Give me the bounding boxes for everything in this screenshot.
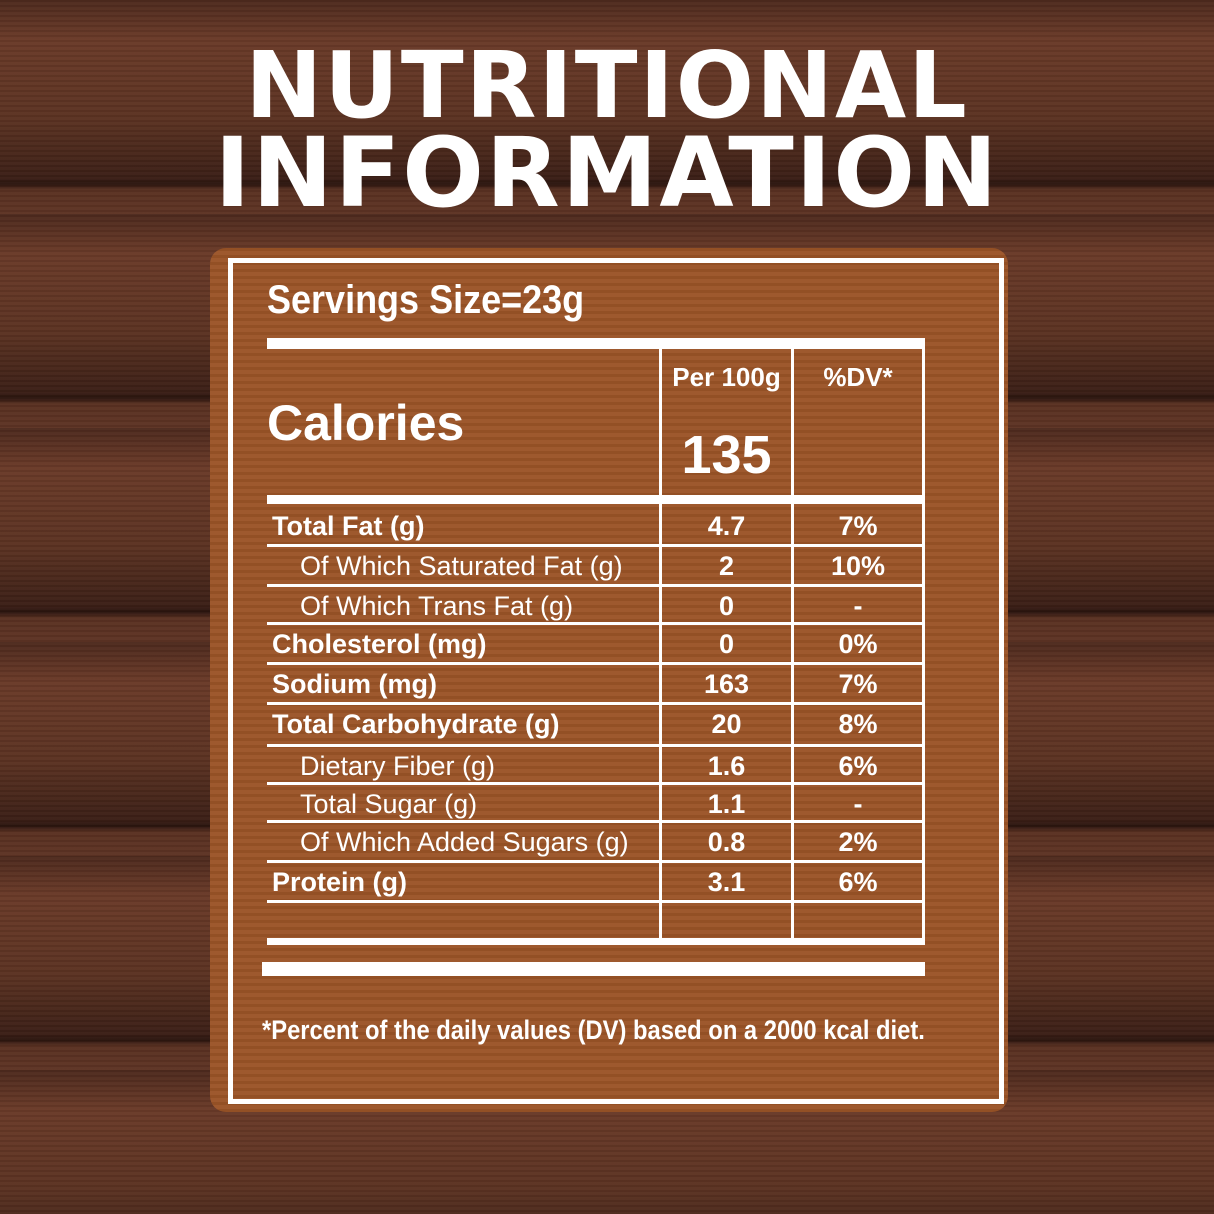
title-line-2: INFORMATION	[214, 117, 1000, 229]
divider	[262, 962, 925, 976]
row-dv: 2%	[838, 827, 878, 857]
row-label: Of Which Trans Fat (g)	[300, 591, 574, 621]
row-divider	[267, 662, 925, 665]
row-divider	[267, 820, 925, 823]
row-dv: 6%	[838, 867, 878, 897]
row-divider	[267, 702, 925, 705]
row-label: Protein (g)	[272, 867, 407, 897]
row-divider	[267, 900, 925, 903]
row-label: Cholesterol (mg)	[272, 629, 487, 659]
row-dv: 7%	[838, 511, 878, 541]
row-label: Sodium (mg)	[272, 669, 437, 699]
row-per-100g: 0.8	[707, 827, 746, 857]
row-divider	[267, 622, 925, 625]
row-divider	[267, 584, 925, 587]
row-divider	[267, 744, 925, 747]
row-dv: 7%	[838, 669, 878, 699]
row-dv: 0%	[838, 629, 878, 659]
row-per-100g: 163	[703, 669, 750, 699]
row-dv: 8%	[838, 709, 878, 739]
row-label: Total Carbohydrate (g)	[272, 709, 560, 739]
row-per-100g: 0	[718, 591, 735, 621]
divider	[267, 938, 925, 945]
row-dv: 6%	[838, 751, 878, 781]
divider	[267, 338, 925, 349]
row-label: Total Sugar (g)	[300, 789, 478, 819]
row-per-100g: 0	[718, 629, 735, 659]
calories-label: Calories	[267, 395, 465, 451]
column-divider	[659, 349, 662, 939]
row-dv: -	[853, 591, 863, 621]
row-label: Of Which Saturated Fat (g)	[300, 551, 623, 581]
row-dv: -	[853, 789, 863, 819]
row-per-100g: 2	[718, 551, 735, 581]
title-line-1: NUTRITIONAL	[245, 32, 969, 139]
row-divider	[267, 782, 925, 785]
row-dv: 10%	[830, 551, 886, 581]
row-divider	[267, 544, 925, 547]
row-per-100g: 1.6	[707, 751, 746, 781]
calories-value: 135	[681, 425, 772, 485]
row-per-100g: 3.1	[707, 867, 746, 897]
column-divider	[922, 349, 925, 939]
column-divider	[791, 349, 794, 939]
row-label: Total Fat (g)	[272, 511, 425, 541]
per-100g-header: Per 100g	[672, 362, 781, 392]
row-label: Dietary Fiber (g)	[300, 751, 496, 781]
row-per-100g: 20	[711, 709, 742, 739]
row-label: Of Which Added Sugars (g)	[300, 827, 629, 857]
row-per-100g: 4.7	[707, 511, 746, 541]
footnote: *Percent of the daily values (DV) based …	[262, 1015, 925, 1045]
row-divider	[267, 860, 925, 863]
row-per-100g: 1.1	[707, 789, 746, 819]
serving-size: Servings Size=23g	[267, 278, 585, 322]
divider	[267, 495, 925, 504]
panel-frame	[228, 258, 1004, 1104]
dv-header: %DV*	[823, 362, 893, 392]
